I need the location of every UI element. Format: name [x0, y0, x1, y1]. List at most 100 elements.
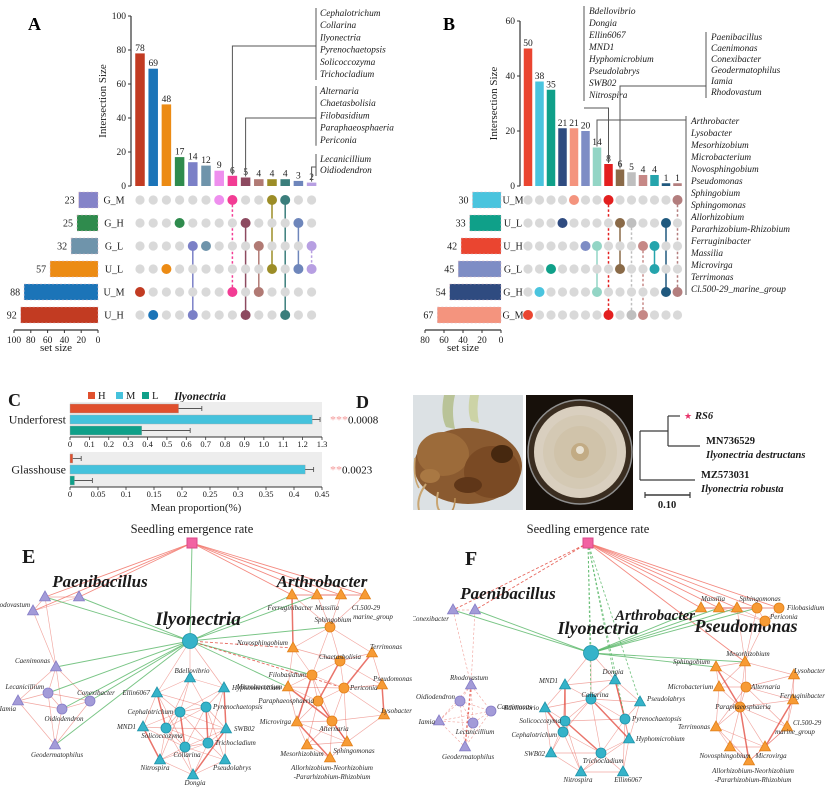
matrix-dot-member — [267, 264, 277, 274]
matrix-dot-empty — [638, 218, 648, 228]
hub-edge — [587, 542, 626, 720]
hub-edge — [78, 596, 191, 642]
matrix-dot-empty — [534, 310, 545, 320]
hub-edge — [191, 542, 318, 596]
matrix-dot-member — [557, 218, 568, 228]
tree-tip-label: RS6 — [694, 411, 714, 422]
taxon-node-triangle — [464, 678, 478, 690]
node-label: Sphingobium — [673, 658, 710, 666]
taxon-node-triangle — [622, 732, 636, 744]
matrix-dot-empty — [307, 195, 317, 205]
matrix-dot-member — [626, 310, 637, 320]
hub-edge — [191, 542, 293, 596]
x-tick-label: 0.35 — [259, 489, 274, 499]
matrix-dot-empty — [546, 195, 556, 205]
node-label: Ferruginibacter — [266, 604, 312, 612]
matrix-dot-member — [214, 195, 225, 205]
taxon-node-triangle — [616, 765, 630, 777]
matrix-dot-empty — [626, 195, 637, 205]
set-size-bars: 23 G_M 25 G_H 32 G_L 57 U_L 88 U_M 92 U_H 100 80 60 40 2… — [7, 191, 125, 354]
taxon-name: Arthrobacter — [690, 117, 740, 127]
matrix-dot-empty — [241, 195, 251, 205]
mesh-edge — [306, 720, 333, 746]
taxon-node-triangle — [694, 601, 708, 613]
legend-label: L — [152, 391, 158, 402]
mesh-edge — [371, 652, 383, 686]
x-tick-label: 0 — [68, 489, 72, 499]
set-name-label: G_H — [503, 288, 522, 299]
matrix-dot-empty — [188, 264, 198, 274]
taxon-node-triangle — [218, 753, 232, 765]
taxon-node-triangle — [290, 715, 304, 727]
hub-node — [182, 633, 198, 649]
node-label: Bdellovibrio — [175, 667, 210, 675]
intersection-value: 14 — [188, 153, 198, 163]
matrix-dot-empty — [638, 195, 648, 205]
taxon-node-circle — [557, 726, 569, 738]
mesh-edge — [17, 666, 57, 702]
taxon-node-circle — [740, 681, 752, 693]
hub-edge — [590, 607, 738, 654]
matrix-dot-empty — [557, 195, 568, 205]
mesh-edge — [32, 610, 57, 668]
matrix-dot-empty — [307, 218, 317, 228]
taxon-name: Hyphomicrobium — [588, 55, 654, 65]
node-label: Trichocladium — [215, 739, 256, 747]
panel-f-network: F Seedling emergence rate PaenibacillusIly… — [413, 523, 825, 784]
panel-d-photos — [413, 395, 633, 510]
taxa-connector — [231, 45, 316, 175]
bar-H — [69, 403, 179, 414]
matrix-dot-member — [672, 287, 683, 297]
matrix-dot-member — [638, 241, 648, 251]
mesh-edge — [718, 607, 766, 622]
mesh-edge — [562, 731, 582, 773]
matrix-dot-member — [649, 264, 660, 274]
hub-edge — [587, 542, 746, 663]
intersection-bar — [188, 162, 198, 186]
mesh-edge — [156, 692, 167, 729]
matrix-dot-empty — [580, 218, 591, 228]
set-size-bars: 30 U_M 33 U_L 42 U_H 45 G_L 54 G_H 67 G_M 80 60 40 20 0 s… — [420, 191, 524, 354]
matrix-dot-member — [534, 287, 545, 297]
taxon-node-triangle — [574, 765, 588, 777]
matrix-dot-empty — [201, 310, 211, 320]
x-tick-label: 1.1 — [278, 439, 289, 449]
mesh-edge — [745, 686, 794, 701]
taxon-node-triangle — [544, 746, 558, 758]
matrix-dot-empty — [603, 241, 614, 251]
set-size-bar — [70, 237, 99, 255]
y-tick-label: 0 — [510, 182, 515, 192]
node-label: Cl.500-29 — [352, 604, 381, 612]
intersection-bar — [254, 179, 264, 186]
mesh-edge — [291, 594, 294, 649]
matrix-dot-empty — [241, 287, 251, 297]
node-label: marine_group — [775, 728, 815, 736]
matrix-dot-member — [227, 287, 238, 297]
taxon-name: Ellin6067 — [588, 31, 626, 41]
taxon-node-triangle — [48, 738, 62, 750]
hub-edge — [590, 652, 746, 663]
taxa-connector — [596, 119, 686, 147]
hub-edge — [587, 542, 641, 703]
hub-edge — [452, 609, 592, 654]
matrix-dot-empty — [148, 218, 158, 228]
matrix-dot-empty — [626, 287, 637, 297]
hub-edge — [44, 542, 193, 598]
node-label: Allorhizobium-Neorhizobium — [711, 767, 794, 775]
taxon-node-circle — [84, 695, 96, 707]
mesh-edge — [311, 674, 345, 689]
taxon-node-triangle — [365, 646, 379, 658]
mesh-edge — [287, 686, 345, 689]
mesh-edge — [47, 692, 91, 702]
taxon-node-circle — [200, 701, 212, 713]
mesh-edge — [179, 687, 225, 713]
taxon-node-circle — [202, 737, 214, 749]
set-size-value: 57 — [36, 265, 46, 276]
set-axis-tick: 20 — [76, 336, 86, 346]
y-axis-title: Intersection Size — [97, 64, 109, 138]
matrix-dot-empty — [201, 195, 211, 205]
matrix-dot-empty — [135, 264, 145, 274]
node-label: Lecanicillium — [455, 728, 495, 736]
matrix-dot-member — [148, 310, 159, 320]
taxon-name: Terrimonas — [691, 273, 734, 283]
